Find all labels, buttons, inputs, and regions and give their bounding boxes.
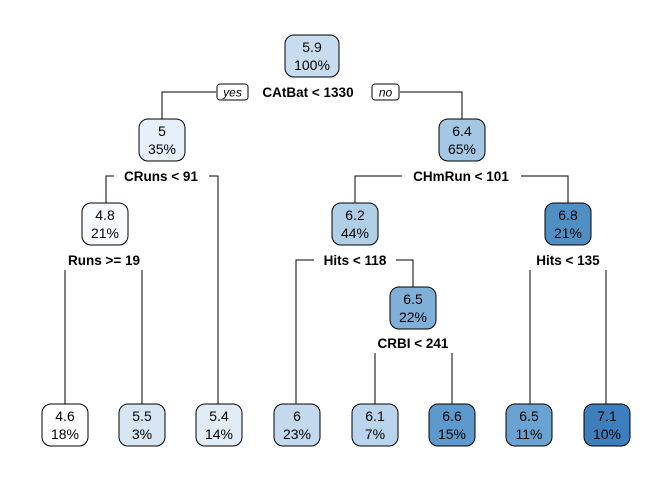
leaf-percent: 10% (593, 426, 621, 442)
leaf-value: 6.5 (519, 408, 539, 424)
branch-root-left (161, 91, 216, 122)
tree-node-n2: 5 35% (138, 118, 186, 162)
leaf-value: 5.5 (132, 408, 152, 424)
split-label-chmrun: CHmRun < 101 (413, 169, 509, 184)
yes-tag-box (216, 83, 249, 101)
tree-node-n4: 4.8 21% (81, 202, 129, 246)
leaf-value: 4.6 (55, 408, 75, 424)
branch-n2-right (209, 175, 219, 406)
tree-leaf-4: 6 23% (273, 403, 321, 447)
tree-node-n6: 6.8 21% (544, 202, 592, 246)
leaf-percent: 18% (51, 426, 79, 442)
tree-leaf-1: 4.6 18% (41, 403, 89, 447)
node-box (389, 286, 437, 330)
node-value: 5 (158, 123, 166, 139)
node-percent: 21% (91, 225, 119, 241)
no-tag: no (371, 83, 400, 101)
branch-n5-right (396, 259, 414, 288)
node-box (81, 202, 129, 246)
split-label-runs: Runs >= 19 (68, 253, 140, 268)
node-percent: 21% (554, 225, 582, 241)
no-tag-box (371, 83, 400, 101)
leaf-box (505, 403, 553, 447)
leaf-value: 6.1 (365, 408, 385, 424)
tree-leaf-8: 7.1 10% (583, 403, 631, 447)
split-labels: CAtBat < 1330 CRuns < 91 CHmRun < 101 Ru… (68, 85, 600, 351)
node-box (438, 118, 486, 162)
node-value: 6.2 (345, 207, 365, 223)
leaf-box (351, 403, 399, 447)
leaf-percent: 7% (365, 426, 385, 442)
node-percent: 22% (399, 309, 427, 325)
node-percent: 100% (294, 57, 330, 73)
leaf-box (41, 403, 89, 447)
tree-leaf-2: 5.5 3% (118, 403, 166, 447)
tree-leaf-5: 6.1 7% (351, 403, 399, 447)
branch-root-right (400, 91, 463, 122)
leaf-percent: 3% (132, 426, 152, 442)
leaf-box (428, 403, 476, 447)
yes-tag: yes (216, 83, 249, 101)
leaf-box (118, 403, 166, 447)
branch-n3-left (354, 175, 402, 204)
tree-leaf-7: 6.5 11% (505, 403, 553, 447)
split-label-hits-118: Hits < 118 (324, 253, 387, 268)
tree-node-n5: 6.2 44% (331, 202, 379, 246)
node-value: 6.5 (403, 291, 423, 307)
tree-node-root: 5.9 100% (284, 34, 340, 78)
branch-n5-left (295, 259, 314, 406)
split-label-cruns: CRuns < 91 (124, 169, 198, 184)
leaf-value: 5.4 (209, 408, 229, 424)
node-box (138, 118, 186, 162)
tree-node-n3: 6.4 65% (438, 118, 486, 162)
node-value: 6.8 (558, 207, 578, 223)
node-box (331, 202, 379, 246)
node-percent: 65% (448, 141, 476, 157)
leaf-percent: 14% (205, 426, 233, 442)
node-box (544, 202, 592, 246)
leaf-value: 6 (293, 408, 301, 424)
branch-n2-left (105, 175, 114, 204)
leaf-value: 7.1 (597, 408, 617, 424)
yes-tag-label: yes (222, 86, 242, 100)
node-value: 4.8 (95, 207, 115, 223)
leaf-percent: 23% (283, 426, 311, 442)
branch-lines (64, 91, 607, 406)
leaf-box (195, 403, 243, 447)
node-percent: 35% (148, 141, 176, 157)
node-box (284, 34, 340, 78)
leaf-percent: 11% (516, 426, 543, 442)
split-label-hits-135: Hits < 135 (536, 253, 600, 268)
split-label-crbi: CRBI < 241 (378, 336, 449, 351)
leaf-box (273, 403, 321, 447)
node-value: 5.9 (302, 39, 322, 55)
branch-n3-right (521, 175, 569, 204)
split-label-catbat: CAtBat < 1330 (262, 85, 353, 100)
leaf-box (583, 403, 631, 447)
tree-leaf-6: 6.6 15% (428, 403, 476, 447)
leaf-percent: 15% (438, 426, 466, 442)
tree-node-n7: 6.5 22% (389, 286, 437, 330)
tree-leaf-3: 5.4 14% (195, 403, 243, 447)
node-value: 6.4 (452, 123, 472, 139)
leaf-value: 6.6 (442, 408, 462, 424)
node-percent: 44% (341, 225, 369, 241)
no-tag-label: no (379, 86, 393, 100)
